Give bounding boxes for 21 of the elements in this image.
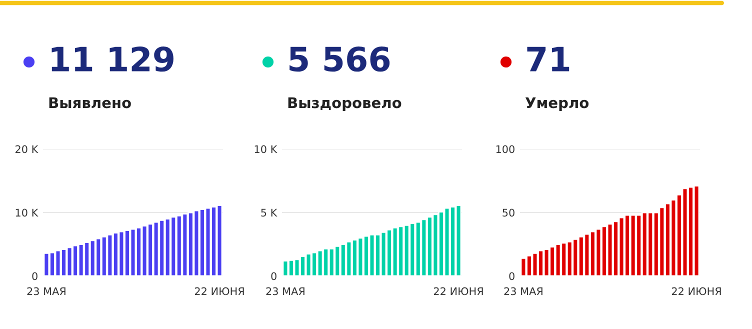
y-tick-label: 100 (496, 145, 514, 154)
y-tick-label: 10 K (16, 208, 38, 217)
x-tick-label: 23 МАЯ (27, 287, 66, 296)
x-tick-label: 22 ИЮНЯ (194, 287, 244, 296)
x-tick-label: 23 МАЯ (504, 287, 542, 296)
x-tick-label: 23 МАЯ (266, 287, 304, 296)
y-tick-label: 0 (271, 272, 276, 280)
y-tick-label: 50 (502, 208, 514, 217)
y-tick-label: 5 K (261, 208, 278, 217)
x-tick-label: 22 ИЮНЯ (672, 287, 721, 296)
chart-subtitle: Умерло (525, 97, 589, 112)
chart-title: 71 (527, 46, 570, 72)
y-tick-label: 0 (32, 272, 38, 280)
y-tick-label: 10 K (254, 145, 278, 154)
chart-title: 5 566 (290, 46, 390, 72)
y-tick-label: 20 K (16, 145, 38, 154)
y-tick-label: 0 (509, 272, 514, 280)
chart-title: 11 129 (52, 46, 174, 72)
chart-subtitle: Выявлено (49, 97, 131, 108)
x-tick-label: 22 ИЮНЯ (434, 287, 483, 296)
chart-subtitle: Выздоровело (288, 97, 402, 112)
